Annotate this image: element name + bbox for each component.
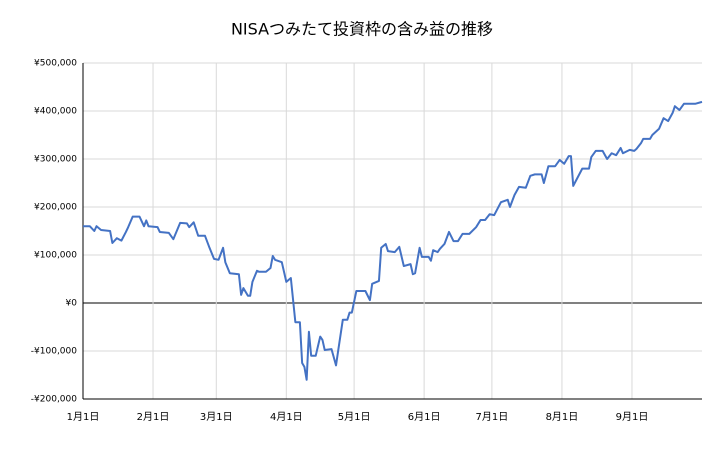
y-tick-label: ¥200,000: [34, 203, 77, 213]
x-tick-label: 9月1日: [616, 411, 649, 423]
x-tick-label: 4月1日: [270, 411, 303, 423]
x-tick-label: 6月1日: [408, 411, 441, 423]
x-tick-label: 5月1日: [338, 411, 371, 423]
y-tick-label: ¥400,000: [34, 107, 77, 117]
y-tick-label: ¥0: [66, 299, 78, 309]
y-tick-label: ¥100,000: [34, 251, 77, 261]
chart-title: NISAつみたて投資枠の含み益の推移: [231, 20, 493, 39]
line-series: [83, 100, 703, 381]
y-tick-label: ¥300,000: [34, 155, 77, 165]
x-tick-label: 3月1日: [200, 411, 233, 423]
x-tick-label: 8月1日: [546, 411, 579, 423]
x-tick-label: 1月1日: [67, 411, 100, 423]
y-tick-label: -¥200,000: [31, 395, 77, 405]
x-tick-label: 2月1日: [137, 411, 170, 423]
y-tick-label: -¥100,000: [31, 347, 77, 357]
x-tick-label: 7月1日: [476, 411, 509, 423]
y-tick-label: ¥500,000: [34, 59, 77, 69]
